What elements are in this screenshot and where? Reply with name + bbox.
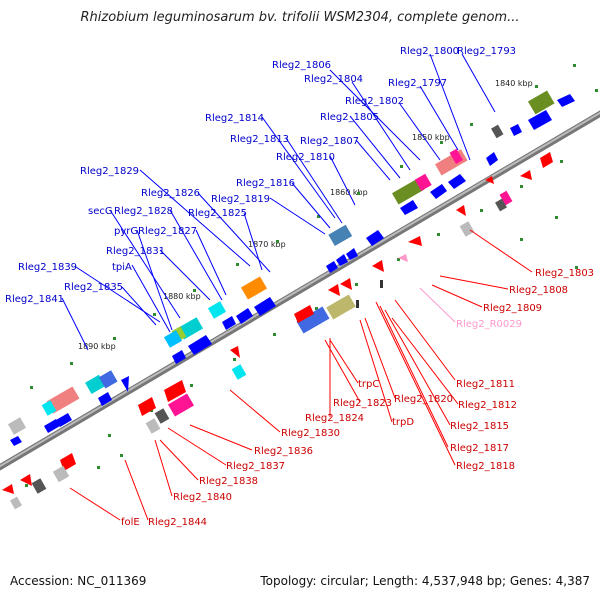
label-fwd-7[interactable]: Rleg2_1814 <box>205 113 264 124</box>
label-rev-18[interactable]: Rleg2_1840 <box>173 492 232 503</box>
label-fwd-16[interactable]: Rleg2_1828 <box>114 206 173 217</box>
label-rev-6[interactable]: Rleg2_1823 <box>333 398 392 409</box>
gene-rleg2-1841-block[interactable] <box>7 417 27 435</box>
gene-folE-arrow[interactable] <box>20 474 32 486</box>
label-fwd-10[interactable]: Rleg2_1810 <box>276 152 335 163</box>
gene-rleg2-1838-arrow[interactable] <box>138 397 156 416</box>
scale-label-1870: 1870 kbp <box>248 240 286 249</box>
label-fwd-21[interactable]: tpiA <box>112 262 132 273</box>
label-fwd-14[interactable]: Rleg2_1819 <box>211 194 270 205</box>
label-fwd-12[interactable]: Rleg2_1826 <box>141 188 200 199</box>
genome-title: Rhizobium leguminosarum bv. trifolii WSM… <box>80 10 520 25</box>
label-rev-0[interactable]: Rleg2_1803 <box>535 268 594 279</box>
scale-label-1850: 1850 kbp <box>412 133 450 142</box>
label-rev-13[interactable]: Rleg2_1817 <box>450 443 509 454</box>
reverse-strand-features <box>2 152 553 510</box>
label-rev-5[interactable]: trpC <box>358 379 379 390</box>
rna-rleg2-r0029-arrow[interactable] <box>398 254 408 262</box>
label-fwd-1[interactable]: Rleg2_1800 <box>400 46 459 57</box>
gene-rleg2-1804-arrow[interactable] <box>486 152 498 166</box>
label-rev-14[interactable]: Rleg2_1836 <box>254 446 313 457</box>
scale-label-1880: 1880 kbp <box>163 292 201 301</box>
gene-rleg2-1825-block[interactable] <box>240 276 268 300</box>
gene-tpiA-block[interactable] <box>163 330 183 348</box>
label-rev-2[interactable]: Rleg2_1809 <box>483 303 542 314</box>
label-fwd-5[interactable]: Rleg2_1802 <box>345 96 404 107</box>
gene-rleg2-1824-arrow[interactable] <box>294 305 314 323</box>
gene-rleg2-1811-arrow[interactable] <box>372 260 384 272</box>
label-fwd-6[interactable]: Rleg2_1805 <box>320 112 379 123</box>
gene-trpD-block[interactable] <box>326 294 356 320</box>
label-fwd-13[interactable]: Rleg2_1816 <box>236 178 295 189</box>
label-rev-20[interactable]: Rleg2_1844 <box>148 517 207 528</box>
label-fwd-15[interactable]: secG <box>88 206 113 217</box>
gene-trpC-block[interactable] <box>296 306 330 334</box>
gene-rleg2-1844-arrow[interactable] <box>2 484 14 494</box>
scale-label-1890: 1890 kbp <box>78 342 116 351</box>
label-rev-16[interactable]: Rleg2_1837 <box>226 461 285 472</box>
gene-rleg2-1836-block[interactable] <box>167 393 195 417</box>
gene-rleg2-1816-block[interactable] <box>328 224 353 247</box>
gene-rleg2-1803-arrow[interactable] <box>540 152 553 168</box>
label-rev-9[interactable]: Rleg2_1824 <box>305 413 364 424</box>
genome-summary-text: Topology: circular; Length: 4,537,948 bp… <box>260 574 590 588</box>
label-rev-1[interactable]: Rleg2_1808 <box>509 285 568 296</box>
label-fwd-23[interactable]: Rleg2_1835 <box>64 282 123 293</box>
scale-label-1840: 1840 kbp <box>495 79 533 88</box>
gene-rleg2-1837-arrow[interactable] <box>164 380 186 402</box>
gene-rleg2-1810-block[interactable] <box>392 178 425 205</box>
label-rev-11[interactable]: Rleg2_1815 <box>450 421 509 432</box>
label-rev-8[interactable]: Rleg2_1812 <box>458 400 517 411</box>
label-fwd-24[interactable]: Rleg2_1841 <box>5 294 64 305</box>
gene-rleg2-1839-block[interactable] <box>46 386 80 414</box>
label-fwd-2[interactable]: Rleg2_1797 <box>388 78 447 89</box>
label-fwd-20[interactable]: Rleg2_1831 <box>106 246 165 257</box>
gene-rleg2-1797-arrow[interactable] <box>528 110 552 130</box>
label-fwd-0[interactable]: Rleg2_1793 <box>457 46 516 57</box>
label-rev-10[interactable]: trpD <box>392 417 414 428</box>
gene-rleg2-1793-arrow[interactable] <box>557 94 575 107</box>
label-rev-17[interactable]: Rleg2_1838 <box>199 476 258 487</box>
gene-rleg2-1840-arrow[interactable] <box>60 453 76 471</box>
label-rev-3[interactable]: Rleg2_R0029 <box>456 319 522 330</box>
label-fwd-11[interactable]: Rleg2_1829 <box>80 166 139 177</box>
label-fwd-4[interactable]: Rleg2_1804 <box>304 74 363 85</box>
label-fwd-9[interactable]: Rleg2_1807 <box>300 136 359 147</box>
label-rev-19[interactable]: folE <box>121 517 140 528</box>
gene-rleg2-1800-block[interactable] <box>527 90 555 115</box>
label-rev-15[interactable]: Rleg2_1818 <box>456 461 515 472</box>
label-rev-4[interactable]: Rleg2_1811 <box>456 379 515 390</box>
gene-rleg2-1808-block[interactable] <box>499 190 513 206</box>
accession-text: Accession: NC_011369 <box>10 574 147 588</box>
label-fwd-22[interactable]: Rleg2_1839 <box>18 262 77 273</box>
label-rev-12[interactable]: Rleg2_1830 <box>281 428 340 439</box>
label-fwd-8[interactable]: Rleg2_1813 <box>230 134 289 145</box>
label-fwd-3[interactable]: Rleg2_1806 <box>272 60 331 71</box>
label-fwd-19[interactable]: Rleg2_1827 <box>138 226 197 237</box>
label-rev-7[interactable]: Rleg2_1820 <box>394 394 453 405</box>
gene-rleg2-1830-arrow[interactable] <box>230 346 240 358</box>
label-fwd-18[interactable]: pyrG <box>114 226 138 237</box>
label-fwd-17[interactable]: Rleg2_1825 <box>188 208 247 219</box>
gene-rleg2-1827-block[interactable] <box>207 301 227 319</box>
forward-strand-features <box>7 90 575 446</box>
